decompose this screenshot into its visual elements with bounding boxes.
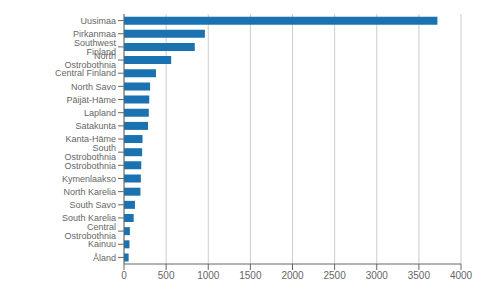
svg-text:Kymenlaakso: Kymenlaakso [62, 174, 116, 184]
svg-text:SouthOstrobothnia: SouthOstrobothnia [64, 143, 116, 162]
svg-text:Central Finland: Central Finland [55, 68, 116, 78]
svg-text:0: 0 [121, 270, 127, 281]
svg-text:3500: 3500 [408, 270, 431, 281]
svg-text:2500: 2500 [324, 270, 347, 281]
svg-text:Päijät-Häme: Päijät-Häme [66, 95, 116, 105]
svg-text:Lapland: Lapland [84, 108, 116, 118]
svg-text:NorthOstrobothnia: NorthOstrobothnia [64, 51, 116, 70]
svg-text:4000: 4000 [450, 270, 473, 281]
svg-text:Åland: Åland [93, 253, 116, 263]
svg-text:500: 500 [158, 270, 175, 281]
svg-text:1000: 1000 [197, 270, 220, 281]
svg-text:North Karelia: North Karelia [63, 187, 116, 197]
svg-text:1500: 1500 [239, 270, 262, 281]
svg-text:2000: 2000 [281, 270, 304, 281]
svg-text:CentralOstrobothnia: CentralOstrobothnia [64, 222, 116, 241]
svg-text:3000: 3000 [366, 270, 389, 281]
svg-text:North Savo: North Savo [71, 82, 116, 92]
svg-text:Ostrobothnia: Ostrobothnia [64, 161, 116, 171]
svg-text:Satakunta: Satakunta [75, 121, 116, 131]
svg-text:Uusimaa: Uusimaa [80, 16, 116, 26]
svg-text:South Savo: South Savo [69, 200, 116, 210]
svg-text:Kainuu: Kainuu [88, 239, 116, 249]
